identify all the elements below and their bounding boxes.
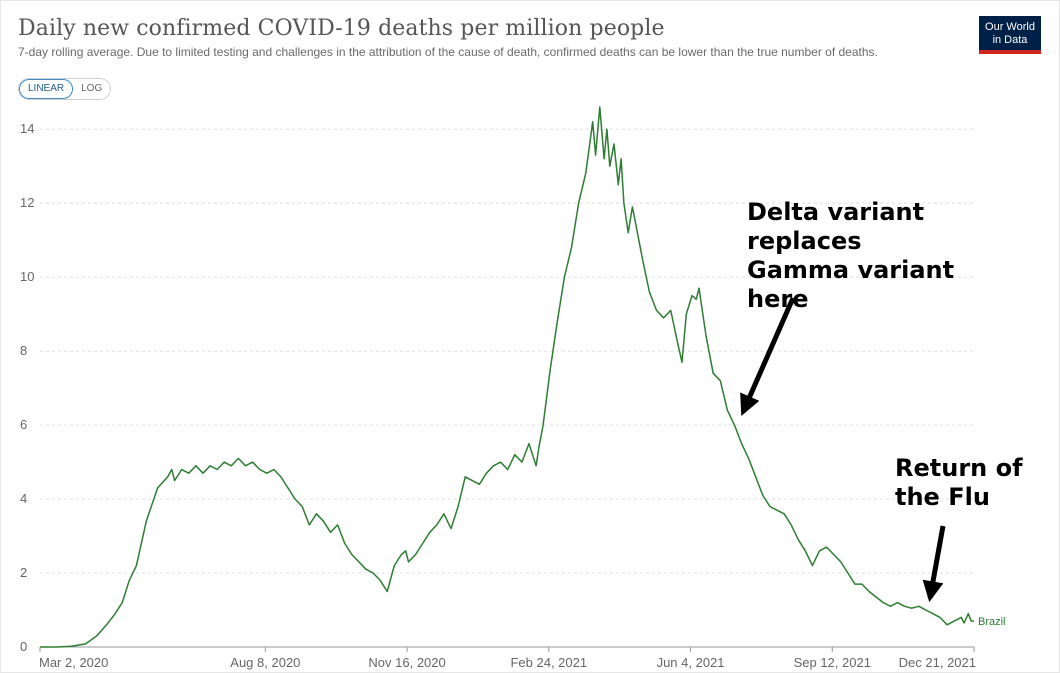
y-tick-label: 6 xyxy=(20,417,27,432)
delta-arrow xyxy=(740,296,796,416)
scale-toggle: LINEAR LOG xyxy=(18,78,112,100)
flu-arrow xyxy=(922,525,946,603)
series-label: Brazil xyxy=(978,616,1006,628)
x-tick-label: Dec 21, 2021 xyxy=(899,655,976,670)
x-tick-label: Aug 8, 2020 xyxy=(230,655,300,670)
logo-line-1: Our World xyxy=(985,21,1035,33)
chart-subtitle: 7-day rolling average. Due to limited te… xyxy=(18,45,878,59)
series-line-brazil[interactable] xyxy=(40,106,974,648)
chart-title: Daily new confirmed COVID-19 deaths per … xyxy=(18,16,665,41)
x-tick-label: Feb 24, 2021 xyxy=(510,655,587,670)
y-tick-label: 14 xyxy=(20,121,34,136)
y-tick-label: 12 xyxy=(20,195,34,210)
x-tick-label: Mar 2, 2020 xyxy=(39,655,108,670)
linear-scale-button[interactable]: LINEAR xyxy=(19,79,74,99)
y-tick-label: 10 xyxy=(20,269,34,284)
y-tick-label: 8 xyxy=(20,343,27,358)
x-tick-label: Sep 12, 2021 xyxy=(794,655,871,670)
y-tick-label: 2 xyxy=(20,565,27,580)
x-tick-label: Nov 16, 2020 xyxy=(368,655,445,670)
logo-line-2: in Data xyxy=(992,34,1028,46)
y-tick-label: 4 xyxy=(20,491,27,506)
x-tick-label: Jun 4, 2021 xyxy=(657,655,725,670)
annotation-return-of-flu: Return of the Flu xyxy=(895,454,1023,511)
log-scale-button[interactable]: LOG xyxy=(81,83,103,94)
y-tick-label: 0 xyxy=(20,639,27,654)
owid-logo[interactable]: Our World in Data xyxy=(979,16,1041,54)
annotation-delta-variant: Delta variant replaces Gamma variant her… xyxy=(747,198,955,313)
